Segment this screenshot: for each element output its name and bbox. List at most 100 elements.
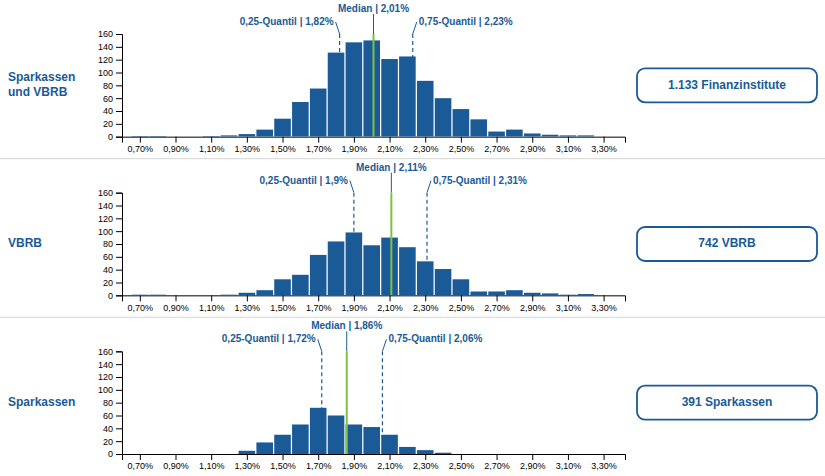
tick: 0,90% [163,137,189,154]
tick-mark [497,137,498,143]
tick: 1,70% [306,295,332,312]
tick-mark [116,124,122,125]
tick-label: 0 [108,291,113,301]
tick-label: 3,10% [556,144,582,154]
bar [363,245,380,295]
tick-mark [116,137,122,138]
tick: 0,70% [128,295,154,312]
tick-label: 120 [98,372,113,382]
tick: 2,70% [484,295,510,312]
bar [221,135,238,136]
bar [453,279,470,295]
tick: 1,70% [306,454,332,471]
annotation: 0,75-Quantil | 2,31% [433,175,527,186]
bar [399,247,416,295]
bar [328,416,345,455]
reference-line [346,351,348,454]
annotation-connector [427,181,431,193]
tick-label: 2,10% [377,303,403,313]
tick: 160 [98,188,122,198]
tick-label: 60 [103,94,113,104]
bar [435,269,452,295]
tick-mark [140,454,141,460]
panel: 0,70%0,90%1,10%1,30%1,50%1,70%1,90%2,10%… [8,3,817,154]
axis-line [116,352,123,455]
reference-line [390,193,392,296]
tick: 140 [98,201,122,211]
tick-mark [425,137,426,143]
tick-label: 0,90% [163,144,189,154]
tick-label: 160 [98,347,113,357]
tick-mark [390,137,391,143]
tick-mark [140,295,141,301]
tick: 2,70% [484,137,510,154]
tick-label: 1,10% [199,303,225,313]
annotation-connector [346,331,347,351]
tick-label: 120 [98,214,113,224]
tick: 1,30% [235,454,261,471]
x-axis: 0,70%0,90%1,10%1,30%1,50%1,70%1,90%2,10%… [123,295,626,312]
tick-label: 20 [103,119,113,129]
tick-label: 160 [98,29,113,39]
tick: 0,90% [163,454,189,471]
bar [435,98,452,136]
bar [256,442,273,454]
bar [542,293,559,295]
tick-label: 1,50% [270,303,296,313]
tick: 2,90% [520,137,546,154]
tick-label: 40 [103,265,113,275]
tick: 40 [103,424,122,434]
tick-label: 1,30% [235,461,261,471]
tick-mark [318,295,319,301]
tick-label: 3,30% [591,461,617,471]
annotation: 0,25-Quantil | 1,82% [240,16,334,27]
tick: 2,90% [520,295,546,312]
tick-mark [283,295,284,301]
bar [185,454,202,455]
tick-mark [425,295,426,301]
annotation: 0,25-Quantil | 1,72% [222,333,316,344]
tick-label: 2,50% [449,144,475,154]
tick-mark [461,454,462,460]
annotation-connector [336,22,340,34]
annotation-connector [373,14,374,34]
tick-label: 1,10% [199,144,225,154]
tick-label: 2,10% [377,461,403,471]
tick-mark [390,295,391,301]
bar [346,42,363,136]
x-axis: 0,70%0,90%1,10%1,30%1,50%1,70%1,90%2,10%… [123,137,626,154]
tick-label: 60 [103,411,113,421]
tick: 140 [98,42,122,52]
tick-mark [116,111,122,112]
tick: 1,50% [270,295,296,312]
bar [256,130,273,137]
tick-mark [211,137,212,143]
bar [417,81,434,137]
tick: 0,90% [163,295,189,312]
tick-label: 0,90% [163,461,189,471]
bar [167,295,184,296]
bar [399,447,416,454]
tick-mark [283,137,284,143]
tick-mark [116,218,122,219]
bar [399,56,416,136]
bar [346,424,363,454]
bar [274,435,291,454]
bar [577,294,594,295]
tick-label: 120 [98,55,113,65]
tick: 120 [98,214,122,224]
tick-label: 2,30% [413,303,439,313]
annotation-connector [413,22,417,34]
annotation: Median | 1,86% [311,320,382,331]
tick-mark [211,454,212,460]
tick-label: 80 [103,239,113,249]
reference-line [339,34,340,137]
tick-label: 1,30% [235,303,261,313]
tick: 2,10% [377,454,403,471]
reference-line [321,351,322,454]
tick-mark [211,295,212,301]
bar [453,454,470,455]
tick: 1,10% [199,295,225,312]
bar [310,408,327,454]
bar [488,454,505,455]
